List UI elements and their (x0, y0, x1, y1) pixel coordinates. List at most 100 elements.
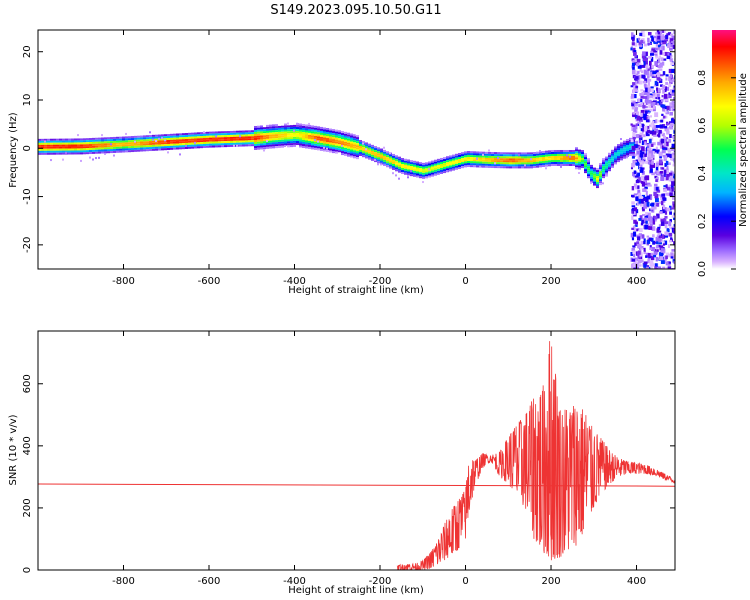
spectrogram-cell (62, 146, 65, 149)
spectrogram-cell (194, 138, 197, 141)
spectrogram-cell (605, 166, 608, 169)
spectrogram-cell (359, 141, 362, 144)
spectrogram-cell (653, 36, 658, 42)
spectrogram-cell (281, 139, 284, 142)
spectrogram-cell (530, 154, 533, 157)
spectrogram-cell (302, 125, 305, 128)
spectrogram-cell (633, 50, 637, 53)
spectrogram-cell (647, 110, 651, 113)
spectrogram-cell (212, 133, 215, 136)
spectrogram-cell (669, 192, 673, 197)
spectrogram-cell (59, 138, 62, 141)
spectrogram-cell (669, 219, 672, 223)
spectrogram-cell (584, 165, 587, 168)
spectrogram-cell (666, 187, 671, 191)
spectrogram-cell (665, 235, 669, 238)
spectrogram-cell (392, 153, 395, 156)
spectrogram-cell (320, 148, 323, 151)
spectrogram-cell (664, 39, 669, 42)
y-tick-label: 600 (22, 374, 33, 393)
spectrogram-cell (299, 131, 302, 134)
spectrogram-cell (599, 171, 602, 174)
spectrogram-cell (92, 147, 95, 150)
spectrogram-cell (428, 163, 431, 166)
spectrogram-cell (640, 112, 643, 117)
spectrogram-cell (425, 172, 428, 175)
spectrogram-cell (632, 250, 637, 255)
spectrogram-cell (521, 162, 524, 165)
spectrogram-cell (299, 129, 302, 132)
spectrogram-cell (155, 142, 158, 145)
spectrogram-cell (633, 124, 638, 130)
spectrogram-cell (500, 162, 503, 165)
spectrogram-cell (642, 154, 646, 159)
spectrogram-cell (650, 102, 654, 106)
spectrogram-cell (128, 148, 131, 151)
spectrogram-cell (632, 231, 637, 237)
spectrogram-cell (89, 144, 92, 147)
spectrogram-cell (233, 130, 236, 133)
spectrogram-cell (654, 61, 658, 66)
spectrogram-cell (176, 139, 179, 142)
spectrogram-cell (611, 155, 614, 158)
spectrogram-cell (311, 133, 314, 136)
spectrogram-cell (353, 146, 356, 149)
spectrogram-cell (275, 140, 278, 143)
spectrogram-cell (636, 202, 641, 206)
spectrogram-cell (335, 129, 338, 132)
spectrogram-cell (299, 125, 302, 128)
spectrogram-cell (640, 146, 645, 151)
spectrogram-cell (617, 156, 620, 159)
spectrogram-cell (182, 147, 185, 150)
spectrogram-cell (365, 150, 368, 153)
spectrogram-cell (590, 181, 592, 184)
spectrogram-cell (497, 162, 500, 165)
spectrogram-cell (646, 94, 650, 100)
spectrogram-cell (658, 171, 662, 176)
spectrogram-cell (353, 142, 356, 145)
spectrogram-cell (383, 155, 386, 158)
spectrogram-cell (647, 253, 651, 258)
spectrogram-cell (185, 144, 187, 147)
spectrogram-cell (539, 159, 542, 162)
spectrogram-cell (260, 137, 263, 140)
spectrogram-cell (224, 139, 227, 142)
spectrogram-cell (440, 169, 443, 172)
spectrogram-cell (663, 258, 667, 264)
spectrogram-cell (467, 153, 470, 156)
spectrogram-cell (344, 141, 347, 144)
spectrogram-cell (661, 45, 665, 51)
spectrogram-cell (470, 151, 473, 154)
spectrogram-cell (389, 164, 392, 167)
spectrogram-cell (640, 128, 644, 132)
spectrogram-cell (539, 153, 542, 156)
spectrogram-cell (227, 139, 230, 142)
spectrogram-cell (653, 134, 657, 137)
spectrogram-cell (251, 130, 254, 133)
spectrogram-cell (56, 140, 59, 143)
spectrogram-cell (290, 127, 293, 130)
spectrogram-cell (637, 259, 641, 264)
spectrogram-cell (566, 151, 569, 154)
spectrogram-cell (296, 131, 299, 134)
spectrogram-cell (425, 168, 428, 171)
spectrogram-cell (284, 131, 287, 134)
spectrogram-cell (640, 40, 644, 44)
spectrogram-cell (539, 163, 542, 166)
spectrogram-cell (652, 148, 656, 151)
x-tick-label: -400 (283, 576, 306, 587)
spectrogram-cell (59, 150, 62, 153)
spectrogram-cell (557, 163, 560, 166)
spectrogram-cell (563, 163, 566, 166)
spectrogram-cell (673, 241, 675, 246)
spectrogram-cell (251, 138, 254, 141)
spectrogram-cell (89, 148, 92, 151)
spectrogram-cell (488, 151, 491, 154)
spectrogram-cell (631, 194, 635, 198)
spectrogram-cell (245, 142, 248, 145)
spectrogram-cell (317, 138, 320, 141)
spectrogram-cell (633, 207, 638, 212)
spectrogram-cell (642, 80, 647, 84)
spectrogram-cell (631, 258, 636, 262)
spectrogram-cell (661, 98, 664, 102)
